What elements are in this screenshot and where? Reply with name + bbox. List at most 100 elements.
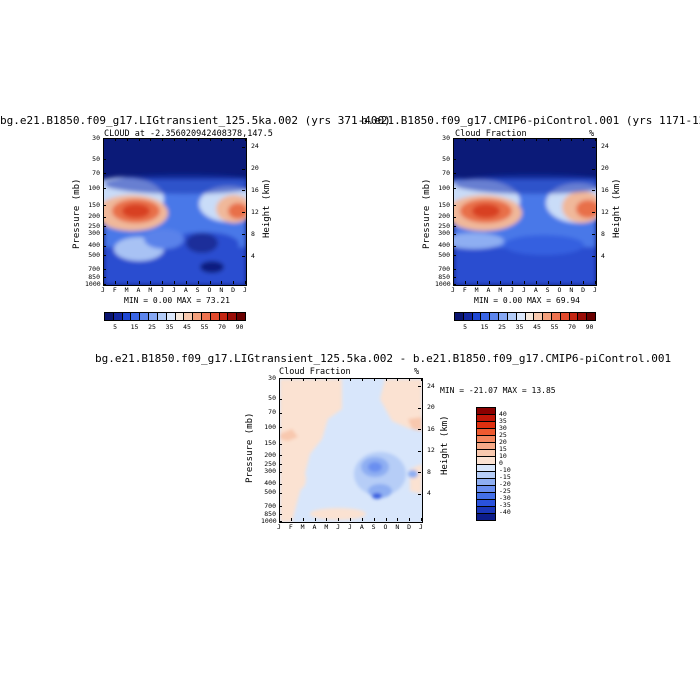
colorbar-label: 0 [499,459,503,467]
pressure-tick-label: 1000 [261,516,277,525]
axis-tick-mark [418,407,421,409]
colorbar-swatch [131,313,141,320]
month-tick-label: J [336,523,341,531]
month-tick-label: J [101,286,105,294]
month-tick-label: N [395,523,400,531]
axis-tick-mark [488,281,490,284]
colorbar-label: 35 [499,417,507,425]
panel1-ylabel: Pressure (mb) [72,178,82,249]
pressure-tick-label: 250 [438,221,450,230]
axis-tick-mark [453,284,456,285]
month-tick-label: N [569,286,574,294]
axis-tick-mark [197,281,199,284]
axis-tick-mark [535,281,537,284]
height-tick-label: 16 [427,424,435,433]
month-tick-label: M [474,286,479,294]
axis-tick-mark [524,138,525,141]
axis-tick-mark [583,281,585,284]
axis-tick-mark [279,506,282,508]
pressure-tick-label: 850 [264,509,276,518]
axis-tick-mark [361,518,363,521]
axis-tick-mark [233,138,235,141]
pressure-tick-label: 250 [88,221,100,230]
colorbar-label: 70 [218,323,226,331]
axis-tick-mark [453,226,456,228]
pressure-tick-label: 100 [264,422,276,431]
axis-tick-mark [279,514,282,516]
pressure-tick-label: 500 [438,250,450,259]
axis-tick-mark [361,378,363,381]
colorbar-swatch [481,313,491,320]
colorbar-swatch [166,313,176,320]
axis-tick-mark [162,138,164,141]
axis-tick-mark [592,168,595,170]
colorbar-swatch [477,485,495,493]
panel2-plot [453,138,597,286]
colorbar-swatch [477,471,495,479]
month-tick-label: A [359,523,364,531]
axis-tick-mark [221,138,223,141]
colorbar-swatch [477,457,495,465]
axis-tick-mark [103,284,106,285]
axis-tick-mark [418,429,421,431]
colorbar-swatch [507,313,517,320]
axis-tick-mark [150,138,152,141]
panel3-ylabel-right: Height (km) [440,415,450,475]
panel1-colorbar-labels: 5 15 25 35 45 55 70 90 [104,323,244,333]
colorbar-label: 15 [480,323,489,331]
axis-tick-mark [279,427,282,429]
axis-tick-mark [279,492,282,494]
height-tick-label: 12 [601,207,609,216]
height-tick-label: 24 [251,142,259,151]
axis-tick-mark [583,138,585,141]
axis-tick-mark [103,277,106,279]
axis-tick-mark [592,256,595,258]
axis-tick-mark [279,378,280,381]
pressure-tick-label: 700 [264,501,276,510]
colorbar-label: 5 [463,323,468,331]
axis-tick-mark [138,138,140,141]
axis-tick-mark [453,205,456,206]
axis-tick-mark [242,146,245,148]
axis-tick-mark [279,398,282,400]
pressure-tick-label: 1000 [435,279,451,288]
panel2-ylabel-right: Height (km) [612,178,622,238]
colorbar-swatch [184,313,194,320]
month-tick-label: J [510,286,515,294]
colorbar-swatch [551,313,561,320]
pressure-tick-label: 30 [268,373,276,382]
axis-tick-mark [453,269,456,271]
axis-tick-mark [547,281,549,284]
colorbar-swatch [477,408,495,416]
axis-tick-mark [138,281,140,284]
axis-tick-mark [338,518,340,521]
colorbar-label: -15 [499,473,511,481]
axis-tick-mark [453,233,456,235]
colorbar-swatch [455,313,464,320]
pressure-tick-label: 100 [438,183,450,192]
axis-tick-mark [453,277,456,279]
pressure-tick-label: 850 [438,272,450,281]
pressure-tick-label: 100 [88,183,100,192]
panel2-colorbar [454,312,596,321]
height-tick-label: 12 [251,207,259,216]
colorbar-swatch [490,313,500,320]
height-tick-label: 20 [601,164,609,172]
month-tick-label: A [486,286,491,294]
axis-tick-mark [571,138,573,141]
axis-tick-mark [453,245,456,247]
month-tick-label: F [288,523,293,531]
axis-tick-mark [314,378,316,381]
axis-tick-mark [126,138,128,141]
axis-tick-mark [242,190,245,192]
colorbar-swatch [228,313,238,320]
axis-tick-mark [242,256,245,258]
panel3-title: bg.e21.B1850.f09_g17.LIGtransient_125.5k… [95,352,672,365]
axis-tick-mark [209,138,211,141]
axis-tick-mark [103,138,104,141]
axis-tick-mark [559,138,561,141]
colorbar-label: 25 [498,323,506,331]
panel3-subtitle: Cloud Fraction [279,367,351,377]
axis-tick-mark [150,281,152,284]
pressure-tick-label: 30 [92,133,100,142]
